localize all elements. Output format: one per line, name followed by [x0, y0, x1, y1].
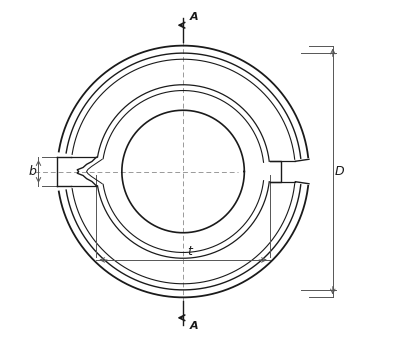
Text: b: b — [28, 165, 36, 178]
Text: D: D — [335, 165, 344, 178]
Text: t: t — [188, 245, 193, 258]
Text: A: A — [190, 12, 199, 22]
Text: A: A — [190, 321, 199, 331]
